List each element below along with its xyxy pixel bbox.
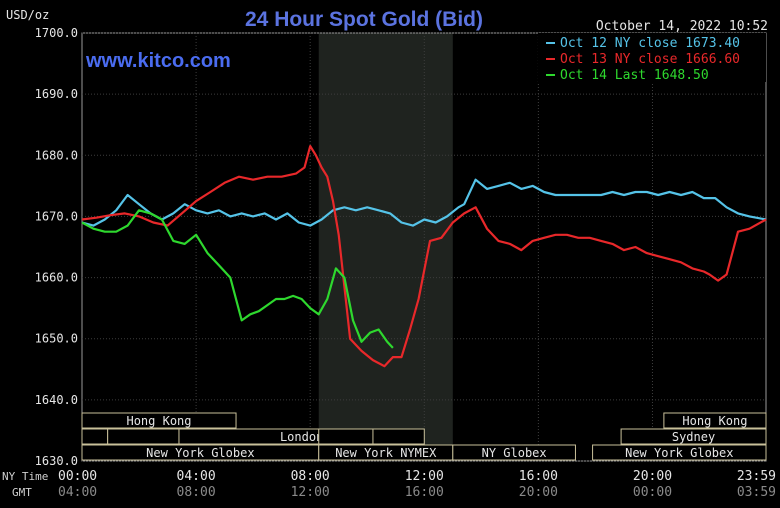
session-label: New York Globex	[146, 446, 254, 460]
x-tick-label-ny: 00:00	[58, 469, 97, 484]
session-label: Hong Kong	[682, 414, 747, 428]
session-label: NY Globex	[482, 446, 547, 460]
session-label: New York Globex	[625, 446, 733, 460]
gmt-label: GMT	[12, 486, 32, 499]
legend-entry: Oct 12 NY close 1673.40	[560, 36, 740, 51]
session-label: London	[280, 430, 323, 444]
legend-entry: Oct 14 Last 1648.50	[560, 68, 709, 83]
session-label: New York NYMEX	[335, 446, 437, 460]
x-tick-label-gmt: 00:00	[633, 485, 672, 500]
series-line-1	[81, 178, 767, 227]
watermark-label: www.kitco.com	[85, 50, 231, 72]
timestamp-label: October 14, 2022 10:52	[596, 19, 768, 34]
x-tick-label-gmt: 04:00	[58, 485, 97, 500]
y-tick-label: 1640.0	[35, 393, 78, 407]
x-tick-label-gmt: 03:59	[737, 485, 776, 500]
session-label: Sydney	[672, 430, 715, 444]
legend-entry: Oct 13 NY close 1666.60	[560, 52, 740, 67]
legend-box	[538, 33, 766, 82]
session-box	[81, 412, 237, 429]
y-tick-label: 1700.0	[35, 26, 78, 40]
x-tick-label-ny: 20:00	[633, 469, 672, 484]
x-tick-label-ny: 23:59	[737, 469, 776, 484]
session-box	[107, 428, 180, 445]
series-line-3	[81, 209, 394, 349]
session-box	[592, 444, 767, 461]
shaded-trading-period	[318, 33, 453, 461]
x-tick-label-gmt: 12:00	[291, 485, 330, 500]
session-box	[452, 444, 576, 461]
session-label: Hong Kong	[126, 414, 191, 428]
x-tick-label-gmt: 16:00	[405, 485, 444, 500]
session-box	[318, 428, 374, 445]
series-line-2	[81, 145, 767, 368]
y-tick-label: 1650.0	[35, 332, 78, 346]
ny-time-label: NY Time	[2, 470, 48, 483]
x-tick-label-ny: 04:00	[177, 469, 216, 484]
y-tick-label: 1690.0	[35, 87, 78, 101]
session-box	[81, 428, 109, 445]
x-tick-label-ny: 08:00	[291, 469, 330, 484]
session-box	[663, 412, 767, 429]
x-tick-label-ny: 12:00	[405, 469, 444, 484]
y-tick-label: 1630.0	[35, 454, 78, 468]
y-tick-label: 1670.0	[35, 209, 78, 223]
session-box	[620, 428, 767, 445]
x-tick-label-gmt: 08:00	[177, 485, 216, 500]
chart-title: 24 Hour Spot Gold (Bid)	[245, 8, 483, 31]
y-tick-label: 1680.0	[35, 148, 78, 162]
x-tick-label-ny: 16:00	[519, 469, 558, 484]
y-axis-unit-label: USD/oz	[6, 8, 49, 22]
y-tick-label: 1660.0	[35, 271, 78, 285]
x-tick-label-gmt: 20:00	[519, 485, 558, 500]
